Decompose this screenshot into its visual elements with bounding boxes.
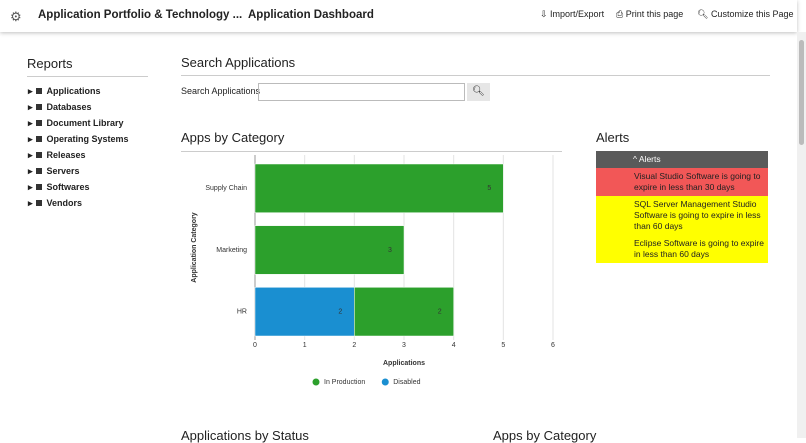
action-label: Import/Export (550, 9, 605, 19)
legend-swatch (381, 378, 389, 386)
header: ⚙ Application Portfolio & Technology ...… (0, 0, 797, 32)
y-tick-label: Supply Chain (205, 185, 247, 192)
x-tick-label: 6 (551, 342, 555, 349)
item-icon (35, 152, 42, 158)
x-tick-label: 3 (402, 342, 406, 349)
item-label: Operating Systems (46, 134, 129, 144)
sidebar-item[interactable]: ▸ Operating Systems (28, 134, 129, 144)
bar[interactable] (254, 163, 504, 213)
data-label: 2 (338, 309, 342, 316)
column-label: Alerts (638, 154, 661, 164)
item-icon (35, 104, 42, 110)
sidebar-item[interactable]: ▸ Releases (28, 150, 86, 160)
sidebar-item[interactable]: ▸ Applications (28, 86, 101, 96)
settings-icon[interactable]: ⚙ (10, 9, 22, 24)
divider (27, 76, 148, 77)
item-icon (35, 88, 42, 94)
y-tick-label: HR (237, 309, 247, 316)
sidebar-item[interactable]: ▸ Servers (28, 166, 80, 176)
sidebar-item[interactable]: ▸ Document Library (28, 118, 124, 128)
x-axis-label: Applications (383, 360, 425, 367)
sidebar-title: Reports (27, 56, 73, 71)
section-heading: Applications by Status (181, 428, 309, 443)
section-heading: Apps by Category (493, 428, 597, 443)
data-label: 3 (388, 247, 392, 254)
item-label: Servers (46, 166, 80, 176)
y-tick-label: Marketing (216, 247, 247, 254)
sidebar-item[interactable]: ▸ Softwares (28, 182, 90, 192)
alert-row[interactable]: Visual Studio Software is going to expir… (596, 168, 768, 196)
alert-text: Visual Studio Software is going to expir… (634, 171, 761, 192)
x-tick-label: 0 (253, 342, 257, 349)
legend-label[interactable]: In Production (324, 379, 365, 386)
item-icon (35, 120, 42, 126)
divider (181, 151, 562, 152)
item-icon (35, 200, 42, 206)
item-icon (35, 168, 42, 174)
item-icon (35, 184, 42, 190)
x-tick-label: 4 (452, 342, 456, 349)
divider (181, 75, 770, 76)
alerts-column-header[interactable]: ^ Alerts (596, 151, 768, 168)
action-label: Customize this Page (710, 9, 794, 19)
alert-text: SQL Server Management Studio Software is… (634, 199, 761, 231)
legend-swatch (312, 378, 320, 386)
bar[interactable] (354, 287, 454, 337)
x-tick-label: 5 (501, 342, 505, 349)
data-label: 2 (438, 309, 442, 316)
sidebar-item[interactable]: ▸ Databases (28, 102, 92, 112)
alerts-table: ^ Alerts Visual Studio Software is going… (596, 151, 768, 263)
customize[interactable]: 🔍︎ Customize this Page (697, 9, 794, 19)
action-label: Print this page (625, 9, 684, 19)
alert-text: Eclipse Software is going to expire in l… (634, 238, 764, 259)
x-tick-label: 1 (303, 342, 307, 349)
print[interactable]: ⎙ Print this page (616, 9, 684, 19)
chart: 0 1 2 3 4 5 6 Supply Chain 5 Marketing 3 HR 2 2 Applic… (191, 155, 555, 386)
data-label: 5 (487, 185, 491, 192)
alerts-heading: Alerts (596, 130, 630, 145)
bar[interactable] (254, 225, 405, 275)
item-label: Databases (46, 102, 92, 112)
sidebar-item[interactable]: ▸ Vendors (28, 198, 83, 208)
item-label: Document Library (46, 118, 124, 128)
scroll-thumb[interactable] (799, 40, 804, 145)
alert-row[interactable]: Eclipse Software is going to expire in l… (596, 235, 768, 263)
item-label: Applications (46, 86, 101, 96)
item-label: Vendors (46, 198, 83, 208)
x-tick-label: 2 (352, 342, 356, 349)
bar[interactable] (254, 287, 355, 337)
item-label: Releases (46, 150, 86, 160)
chart-title: Apps by Category (181, 130, 285, 145)
y-axis-label: Application Category (191, 212, 198, 283)
item-icon (35, 136, 42, 142)
alert-row[interactable]: SQL Server Management Studio Software is… (596, 196, 768, 235)
legend-label[interactable]: Disabled (393, 379, 420, 386)
item-label: Softwares (46, 182, 90, 192)
app-title[interactable]: Application Portfolio & Technology ... (38, 9, 243, 21)
search-input[interactable] (258, 83, 465, 101)
search-heading: Search Applications (181, 55, 296, 70)
import-export[interactable]: ⇩ Import/Export (540, 9, 605, 19)
search-label: Search Applications (181, 86, 261, 96)
sidebar-list: ▸ Applications ▸ Databases ▸ Document Library… (28, 83, 129, 211)
page-title: Application Dashboard (248, 9, 374, 21)
search-button[interactable]: 🔍︎ (467, 83, 490, 101)
scrollbar[interactable] (797, 32, 806, 438)
